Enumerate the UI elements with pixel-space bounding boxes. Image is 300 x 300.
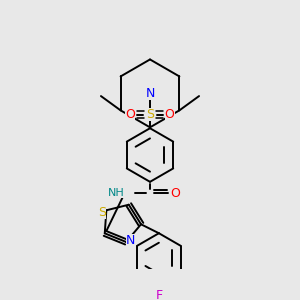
Text: S: S: [98, 206, 106, 219]
Text: O: O: [170, 187, 180, 200]
Text: O: O: [125, 108, 135, 121]
Text: N: N: [126, 234, 135, 247]
Text: S: S: [146, 108, 154, 121]
Text: F: F: [155, 289, 162, 300]
Text: NH: NH: [108, 188, 125, 198]
Text: O: O: [165, 108, 175, 121]
Text: N: N: [145, 87, 155, 100]
